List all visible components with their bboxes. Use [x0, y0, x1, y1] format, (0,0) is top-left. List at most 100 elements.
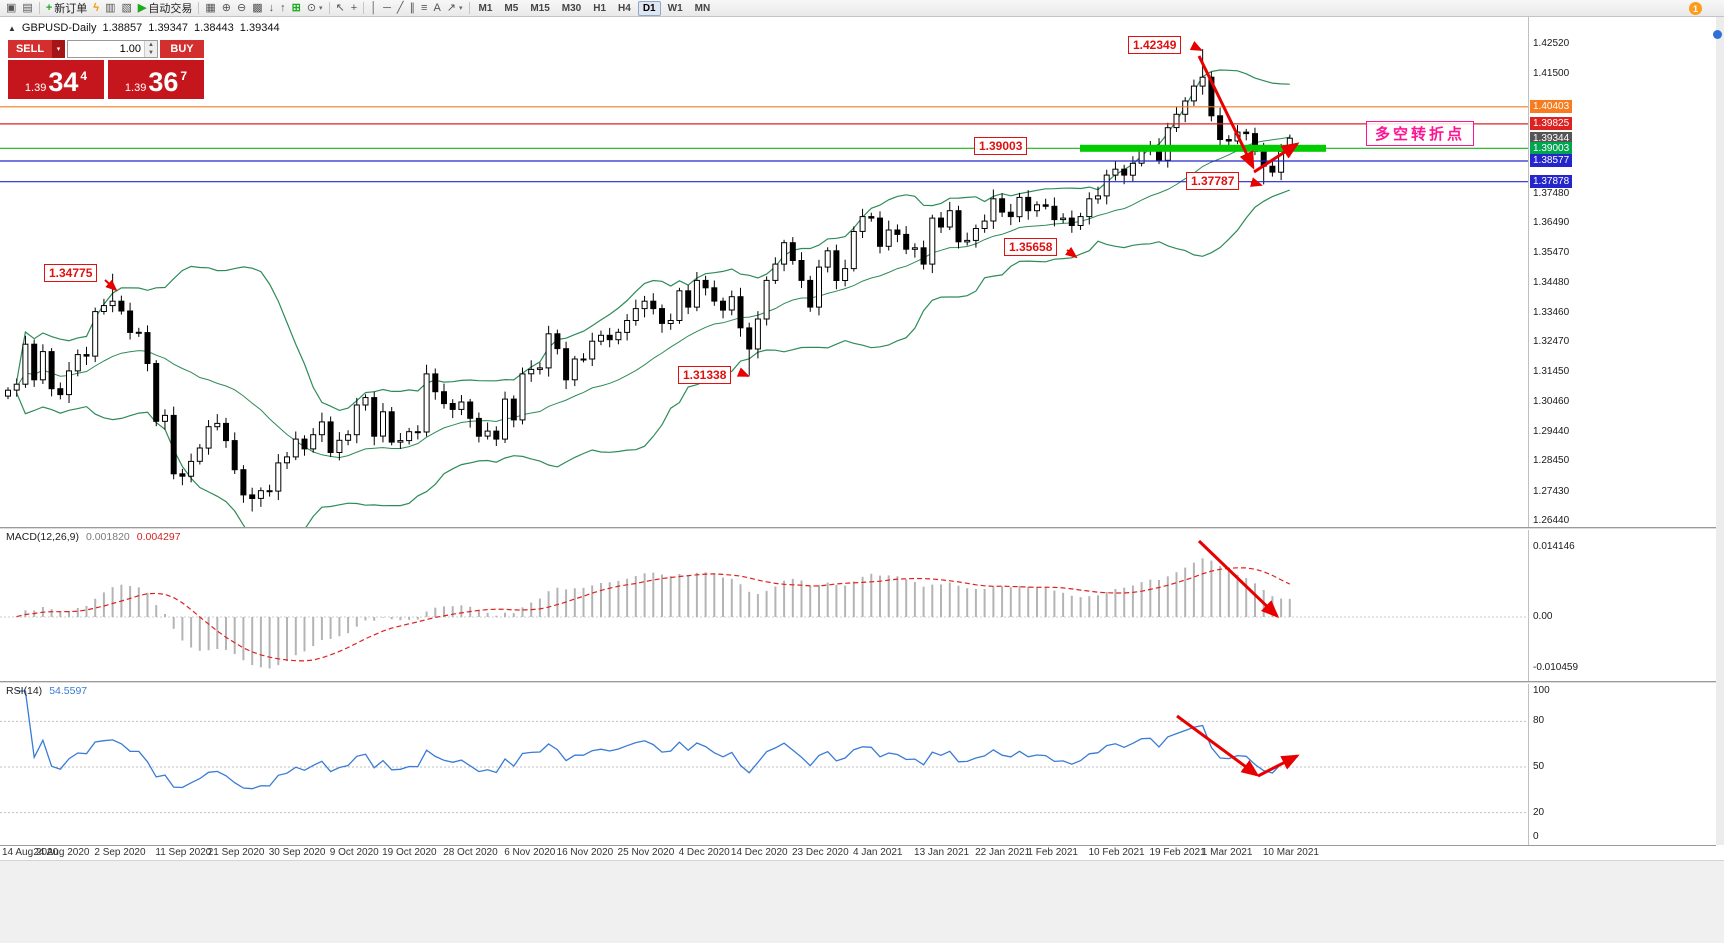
tile-windows-icon[interactable]: ▩: [249, 1, 265, 16]
zoom-in-icon[interactable]: ⊕: [219, 1, 234, 16]
price-axis-label: 1.35470: [1533, 247, 1570, 259]
rsi-axis-label: 80: [1533, 715, 1545, 727]
timeframe-button-mn[interactable]: MN: [694, 2, 711, 14]
toolbar-separator: [363, 2, 365, 14]
sell-price-prefix: 1.39: [24, 82, 47, 94]
periods-icon[interactable]: ⊙ ▾: [304, 1, 326, 16]
volume-field[interactable]: 1.00 ▲ ▼: [67, 40, 158, 58]
price-axis-label: 1.32470: [1533, 336, 1570, 348]
new-order-button[interactable]: + 新订单: [43, 1, 90, 16]
cursor-icon: ↖: [335, 1, 345, 14]
new-order-button-label: 新订单: [54, 3, 88, 15]
macd-axis-label: -0.010459: [1533, 662, 1579, 674]
price-callout[interactable]: 1.35658: [1004, 238, 1058, 256]
trend-arrows[interactable]: [104, 41, 1300, 778]
date-axis-label: 13 Jan 2021: [914, 847, 970, 858]
buy-price-button[interactable]: 1.39 36 7: [108, 60, 204, 99]
thick-support-line[interactable]: [1080, 144, 1326, 152]
new-chart-icon[interactable]: ▣: [3, 1, 19, 16]
text-label-icon: A: [433, 1, 441, 14]
order-type-dropdown[interactable]: ▾: [52, 40, 65, 58]
date-axis-label: 14 Aug 2020: [2, 847, 59, 858]
metaeditor-icon[interactable]: ϟ: [90, 1, 102, 16]
buy-button[interactable]: BUY: [160, 40, 204, 58]
macd-axis-label: 0.00: [1533, 611, 1553, 622]
timeframe-button-m1[interactable]: M1: [478, 2, 493, 14]
date-axis-label: 24 Aug 2020: [33, 847, 90, 858]
symbol-bar: ▲ GBPUSD-Daily 1.38857 1.39347 1.38443 1…: [8, 22, 280, 34]
timeframe-button-w1[interactable]: W1: [667, 2, 683, 14]
macd-signal-line: [16, 567, 1291, 662]
sell-price-button[interactable]: 1.39 34 4: [8, 60, 104, 99]
horizontal-level-lines[interactable]: [0, 106, 1528, 183]
horizontal-line-icon[interactable]: ─: [380, 1, 394, 16]
zoom-in-icon: ⊕: [221, 1, 231, 14]
zoom-out-icon[interactable]: ⊖: [234, 1, 249, 16]
toolbar-separator: [198, 2, 200, 14]
market-watch-icon[interactable]: ▥: [102, 1, 118, 16]
data-window-icon[interactable]: ▧: [118, 1, 134, 16]
price-callout[interactable]: 1.31338: [678, 366, 732, 384]
price-callout[interactable]: 1.42349: [1128, 36, 1182, 54]
buy-price-big: 36: [148, 67, 179, 97]
rsi-line: [16, 690, 1291, 790]
timeframe-button-m15[interactable]: M15: [530, 2, 550, 14]
vertical-line-icon[interactable]: │: [367, 1, 380, 16]
timeframe-button-h1[interactable]: H1: [593, 2, 607, 14]
date-axis-label: 11 Sep 2020: [155, 847, 212, 858]
auto-trading-button[interactable]: ▶ 自动交易: [135, 1, 195, 16]
price-callout[interactable]: 1.37787: [1186, 172, 1240, 190]
price-axis-label: 1.27430: [1533, 485, 1570, 497]
date-axis: 14 Aug 2020 24 Aug 2020 2 Sep 2020 11 Sep 2…: [0, 847, 1716, 859]
timeframe-button-d1[interactable]: D1: [637, 0, 661, 16]
date-axis-label: 19 Feb 2021: [1149, 847, 1206, 858]
price-axis-label: 1.29440: [1533, 426, 1570, 437]
stepper-down-icon[interactable]: ▼: [145, 49, 157, 57]
scroll-indicator-dot: [1713, 30, 1722, 39]
volume-stepper[interactable]: ▲ ▼: [144, 41, 157, 57]
vertical-scrollbar[interactable]: [1716, 17, 1724, 845]
chart-shift-icon[interactable]: ↑: [277, 1, 289, 16]
indicators-icon[interactable]: ⊞: [289, 1, 304, 16]
price-callout[interactable]: 1.34775: [44, 264, 98, 282]
fibonacci-icon[interactable]: ≡: [418, 1, 430, 16]
horizontal-line-icon: ─: [383, 1, 391, 14]
volume-value[interactable]: 1.00: [119, 43, 141, 55]
crosshair-icon[interactable]: +: [348, 1, 360, 16]
price-axis-label: 1.42520: [1533, 38, 1570, 49]
auto-scroll-icon[interactable]: ↓: [266, 1, 278, 16]
sell-button[interactable]: SELL: [8, 40, 52, 58]
date-axis-label: 1 Mar 2021: [1201, 847, 1253, 858]
sell-price-big: 34: [48, 67, 79, 97]
price-axis-badge: 1.38577: [1530, 154, 1573, 168]
macd-label: MACD(12,26,9) 0.001820 0.004297: [6, 531, 181, 543]
charts-grid-icon[interactable]: ▦: [202, 1, 218, 16]
price-axis-badge: 1.39344: [1530, 131, 1573, 145]
cursor-icon[interactable]: ↖: [333, 1, 348, 16]
profiles-icon[interactable]: ▤: [19, 1, 35, 16]
periods-icon: ⊙: [306, 1, 317, 14]
text-label-icon[interactable]: A: [430, 1, 443, 16]
price-callout[interactable]: 1.39003: [974, 137, 1028, 155]
channel-icon[interactable]: ∥: [407, 1, 419, 16]
turning-point-note[interactable]: 多空转折点: [1366, 121, 1475, 146]
timeframe-button-h4[interactable]: H4: [618, 2, 631, 14]
price-axis-badge: 1.40403: [1530, 100, 1573, 114]
arrows-tool-icon[interactable]: ↗ ▾: [444, 1, 466, 16]
rsi-panel-splitter[interactable]: [0, 681, 1716, 684]
timeframe-button-m5[interactable]: M5: [504, 2, 519, 14]
date-axis-label: 22 Jan 2021: [975, 847, 1031, 858]
rsi-axis-label: 100: [1533, 685, 1550, 696]
toolbar-separator: [468, 2, 470, 14]
charts-grid-icon: ▦: [205, 1, 216, 14]
notification-badge[interactable]: 1: [1689, 2, 1702, 15]
timeframe-button-m30[interactable]: M30: [561, 2, 582, 14]
symbol-collapse-icon[interactable]: ▲: [8, 23, 16, 33]
stepper-up-icon[interactable]: ▲: [145, 41, 157, 49]
buy-price-sup: 7: [180, 69, 188, 83]
macd-panel-splitter[interactable]: [0, 527, 1716, 530]
price-axis-badge: 1.37878: [1530, 175, 1573, 189]
trendline-icon[interactable]: ╱: [394, 1, 407, 16]
macd-axis-label: 0.014146: [1533, 541, 1575, 553]
ohlc-close: 1.39344: [239, 22, 280, 34]
